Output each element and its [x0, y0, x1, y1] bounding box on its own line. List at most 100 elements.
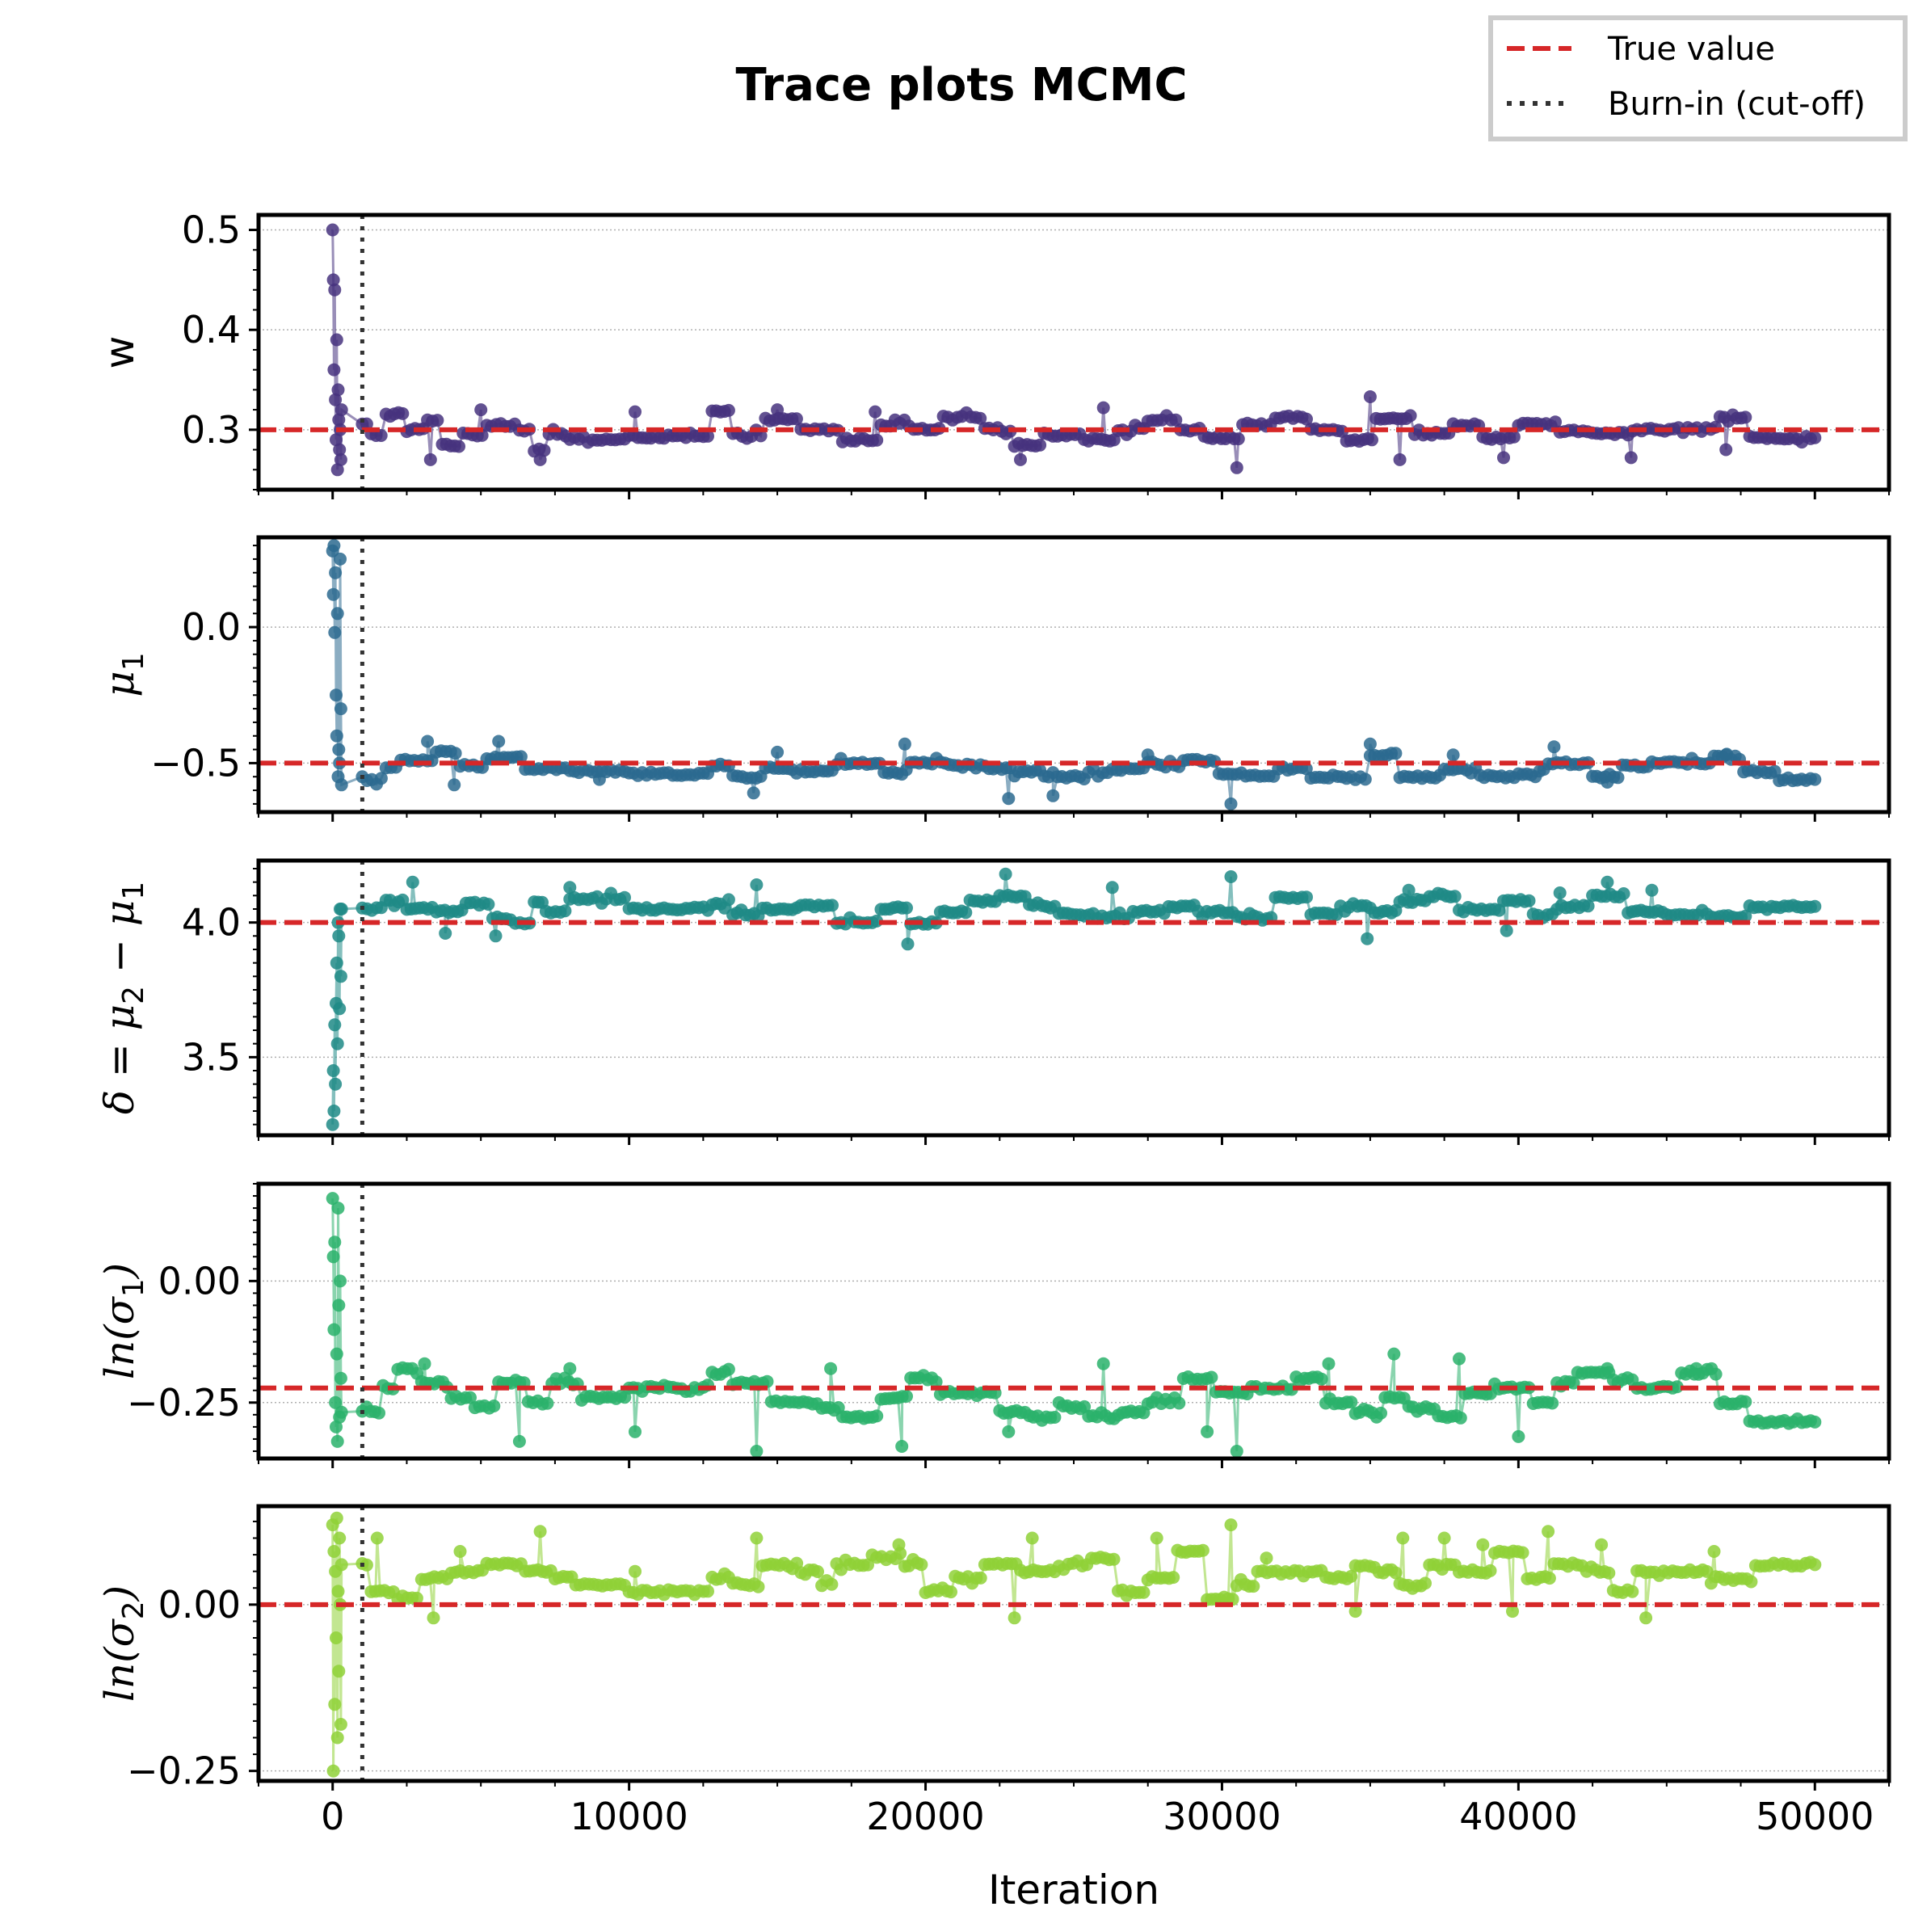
trace-point: [1808, 772, 1822, 786]
trace-point: [330, 688, 343, 702]
trace-point: [1361, 932, 1374, 945]
trace-point: [329, 1395, 343, 1409]
trace-point: [334, 552, 347, 566]
trace-point: [334, 970, 347, 983]
trace-point: [1096, 1357, 1110, 1370]
trace-point: [563, 881, 577, 894]
trace-point: [861, 1558, 874, 1572]
trace-point: [1196, 1543, 1210, 1557]
trace-point: [789, 412, 803, 426]
trace-point: [1107, 1552, 1121, 1566]
trace-point: [1542, 1572, 1556, 1585]
trace-point: [537, 444, 551, 457]
y-tick-label: 4.0: [182, 901, 241, 945]
trace-point: [1617, 887, 1630, 900]
trace-point: [629, 1564, 642, 1578]
trace-point: [1522, 894, 1536, 907]
trace-point: [1624, 451, 1638, 465]
trace-point: [326, 1764, 340, 1778]
trace-point: [1002, 1425, 1016, 1438]
trace-point: [1014, 452, 1027, 466]
y-axis-label: ln(σ1): [96, 1263, 150, 1379]
trace-point: [1542, 1525, 1555, 1538]
panel-5: 0.00 −0.25 ln(σ2) 0 10000 20000 30000 40000 5000…: [96, 1504, 1891, 1838]
trace-point: [427, 1611, 440, 1625]
y-axis-label: μ1: [96, 652, 150, 697]
y-tick-label: −0.25: [127, 1749, 241, 1793]
trace-point: [330, 1434, 344, 1448]
trace-point: [330, 1037, 344, 1050]
legend-frame: [1488, 15, 1908, 141]
trace-point: [1546, 1396, 1559, 1410]
trace-point: [1707, 1545, 1721, 1558]
trace-point: [1137, 1585, 1151, 1599]
trace-point: [1169, 413, 1183, 427]
trace-point: [721, 403, 735, 417]
trace-point: [900, 1390, 913, 1403]
trace-point: [1048, 1411, 1062, 1424]
trace-point: [974, 411, 987, 425]
y-tick-label: 0.00: [158, 1583, 241, 1627]
trace-point: [406, 875, 419, 889]
trace-point: [541, 1396, 554, 1410]
trace-point: [331, 1202, 345, 1215]
trace-point: [944, 1585, 957, 1599]
trace-point: [330, 433, 343, 447]
trace-point: [1260, 1551, 1273, 1565]
trace-point: [334, 903, 348, 915]
trace-point: [330, 1347, 343, 1361]
trace-point: [870, 1409, 884, 1423]
trace-point: [999, 867, 1012, 881]
trace-point: [826, 899, 839, 912]
trace-point: [1453, 1352, 1466, 1366]
trace-point: [915, 1558, 928, 1572]
trace-point: [410, 1591, 423, 1605]
trace-panels: 0.3 0.4 0.5 w 0.0 −0.5μ1 3.5 4.0 δ = μ2 − μ1 0.00…: [96, 208, 1891, 1838]
trace-point: [1300, 890, 1313, 904]
trace-point: [1567, 1376, 1580, 1390]
trace-point: [1512, 1429, 1525, 1443]
trace-point: [464, 1391, 477, 1404]
trace-point: [482, 898, 495, 911]
trace-point: [900, 901, 913, 915]
trace-point: [750, 1531, 764, 1545]
trace-point: [1322, 1357, 1336, 1370]
trace-point: [439, 927, 452, 940]
trace-point: [1224, 1518, 1238, 1532]
trace-point: [1096, 401, 1110, 415]
trace-series: [326, 1511, 1822, 1778]
trace-point: [721, 1362, 735, 1376]
trace-point: [418, 1357, 431, 1370]
trace-point: [533, 1525, 547, 1538]
y-tick-label: 3.5: [182, 1035, 241, 1079]
trace-point: [1611, 771, 1625, 785]
trace-point: [330, 1631, 343, 1644]
trace-point: [331, 1585, 345, 1598]
trace-point: [1483, 1564, 1497, 1577]
x-tick-label: 50000: [1756, 1795, 1874, 1838]
trace-point: [1105, 881, 1119, 894]
x-tick-label: 20000: [866, 1795, 984, 1838]
y-tick-label: −0.5: [150, 741, 241, 785]
trace-point: [360, 1558, 373, 1572]
trace-point: [929, 1375, 943, 1389]
trace-point: [1419, 1576, 1432, 1590]
trace-point: [328, 1235, 342, 1249]
trace-point: [512, 1434, 526, 1448]
y-axis-label: w: [96, 336, 143, 369]
trace-point: [751, 1580, 765, 1593]
trace-point: [771, 745, 785, 759]
trace-point: [330, 1511, 343, 1525]
trace-point: [1344, 1395, 1358, 1409]
trace-point: [452, 440, 465, 453]
trace-point: [1230, 1445, 1243, 1458]
trace-point: [334, 1558, 348, 1572]
trace-point: [1454, 1411, 1467, 1425]
trace-point: [334, 1371, 347, 1385]
trace-point: [1247, 1580, 1260, 1593]
trace-point: [1224, 797, 1238, 810]
trace-point: [974, 1571, 987, 1585]
trace-point: [331, 383, 345, 397]
trace-point: [332, 413, 346, 427]
